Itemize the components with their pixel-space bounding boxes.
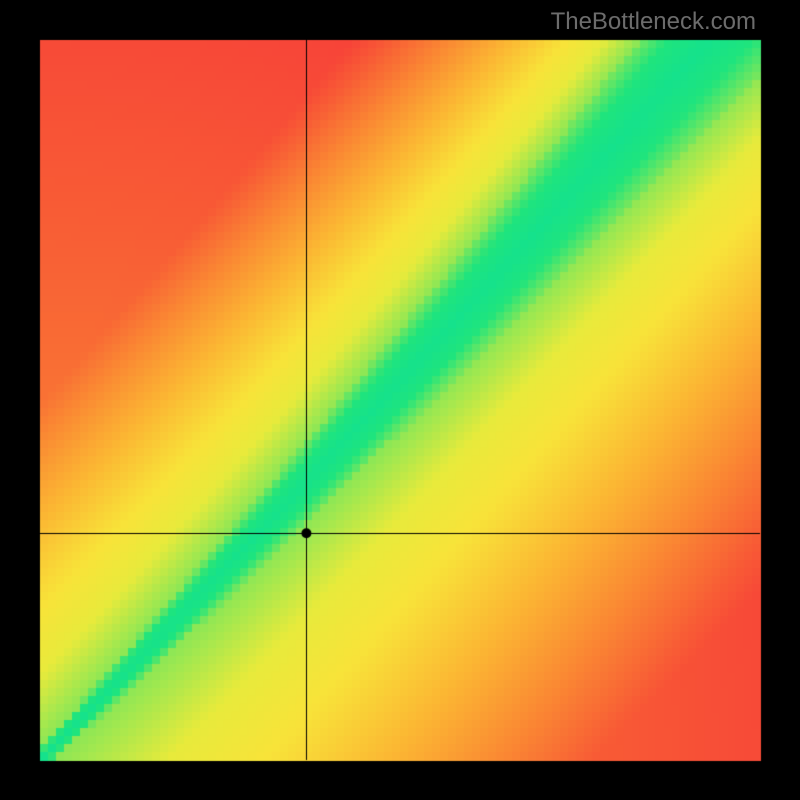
- chart-container: TheBottleneck.com: [0, 0, 800, 800]
- bottleneck-heatmap: [0, 0, 800, 800]
- watermark-label: TheBottleneck.com: [551, 8, 756, 36]
